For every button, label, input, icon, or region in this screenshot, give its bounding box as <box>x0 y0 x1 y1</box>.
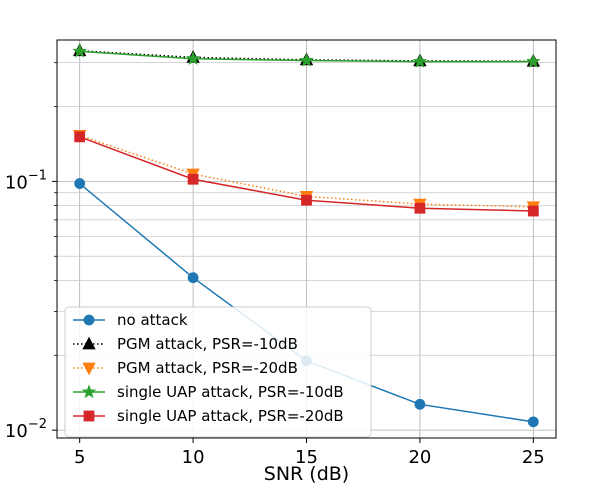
data-point-square-marker <box>301 194 312 206</box>
data-point-square-marker <box>187 173 199 185</box>
data-point-circle-marker <box>527 416 539 428</box>
legend-triangle-down-marker <box>82 362 96 376</box>
legend-square-marker <box>83 410 95 422</box>
legend-label: no attack <box>117 311 188 329</box>
data-point-star-marker <box>72 43 87 58</box>
data-point-square-marker <box>414 202 426 214</box>
data-point-star-marker <box>412 53 428 68</box>
legend: no attack PGM attack, PSR=-10dB PGM attack… <box>64 306 372 438</box>
legend-box <box>64 306 372 438</box>
data-point-star-marker <box>299 52 314 67</box>
legend-entry: single UAP attack, PSR=-10dB <box>73 383 344 401</box>
axes-ticks: 5 10 15 20 25 10−2 10−1 <box>5 62 545 468</box>
data-point-star-marker <box>526 53 541 68</box>
legend-label: PGM attack, PSR=-10dB <box>117 335 298 353</box>
data-point-circle-marker <box>187 272 199 284</box>
legend-entry: PGM attack, PSR=-10dB <box>73 335 298 353</box>
x-tick-label: 20 <box>408 447 431 468</box>
x-tick-label: 5 <box>74 447 85 468</box>
legend-triangle-up-marker <box>82 336 96 350</box>
legend-label: single UAP attack, PSR=-20dB <box>117 407 344 425</box>
data-point-circle-marker <box>74 178 86 189</box>
data-point-star-marker <box>185 51 201 65</box>
legend-entry: PGM attack, PSR=-20dB <box>73 359 298 377</box>
legend-circle-marker <box>83 314 95 326</box>
x-tick-label: 15 <box>295 447 318 468</box>
legend-entry: no attack <box>73 311 188 329</box>
data-point-square-marker <box>527 205 539 217</box>
series-4 <box>72 43 541 68</box>
legend-label: PGM attack, PSR=-20dB <box>117 359 298 377</box>
x-tick-label: 25 <box>522 447 545 468</box>
data-point-square-marker <box>74 131 86 143</box>
legend-star-marker <box>81 384 97 399</box>
series-5 <box>74 131 539 217</box>
legend-label: single UAP attack, PSR=-10dB <box>117 383 344 401</box>
x-axis-label: SNR (dB) <box>264 463 349 485</box>
data-point-circle-marker <box>414 398 426 410</box>
legend-entry: single UAP attack, PSR=-20dB <box>73 407 344 425</box>
y-tick-label: 10−2 <box>5 417 47 442</box>
y-tick-label: 10−1 <box>5 168 47 193</box>
x-tick-label: 10 <box>182 447 205 468</box>
